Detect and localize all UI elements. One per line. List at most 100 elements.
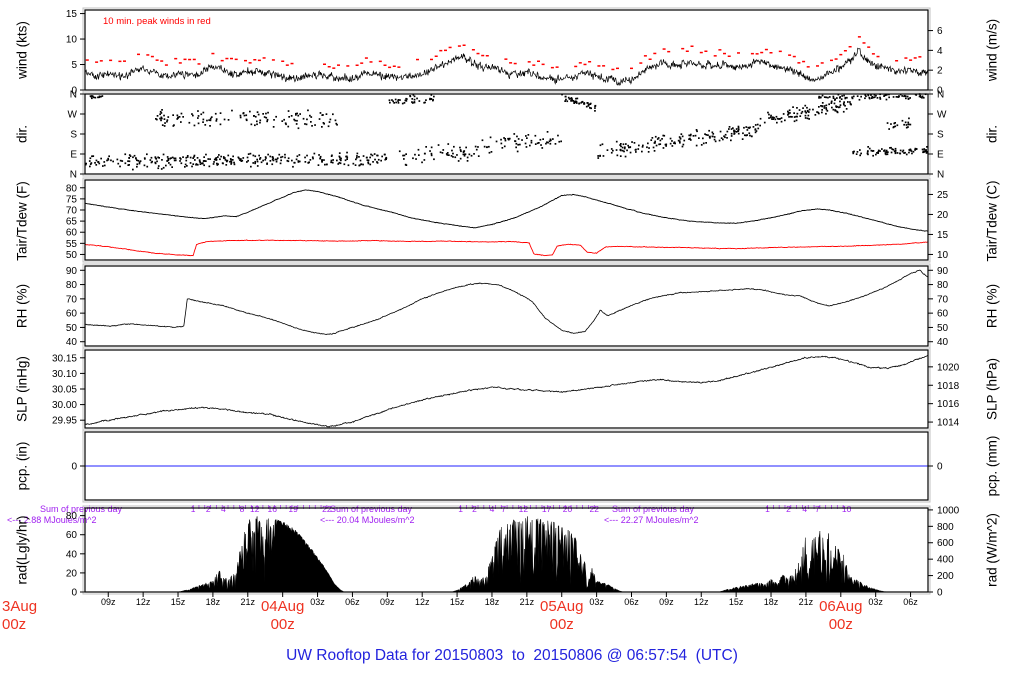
xtick-label: 18z: [764, 597, 779, 607]
wind-peak-legend: 10 min. peak winds in red: [103, 16, 211, 27]
svg-text:1000: 1000: [937, 505, 960, 516]
ylabel-rh-left: RH (%): [14, 283, 30, 329]
svg-text:80: 80: [66, 280, 78, 291]
svg-text:30.15: 30.15: [52, 353, 77, 364]
xtick-label: 09z: [659, 597, 674, 607]
ylabel-dir-left: dir.: [14, 124, 30, 144]
svg-text:N: N: [70, 90, 77, 101]
svg-text:N: N: [937, 170, 944, 181]
xtick-label: 15z: [450, 597, 465, 607]
svg-text:1: 1: [191, 504, 196, 514]
rad-sum-value-1: <--- 20.04 MJoules/m^2: [320, 515, 415, 525]
svg-text:1020: 1020: [937, 362, 960, 373]
svg-text:50: 50: [937, 323, 949, 334]
svg-text:60: 60: [66, 228, 78, 239]
ylabel-wind-left: wind (kts): [14, 21, 30, 79]
svg-text:90: 90: [937, 266, 949, 277]
xtick-label: 06z: [624, 597, 639, 607]
xtick-label: 03z: [310, 597, 325, 607]
svg-text:16: 16: [267, 504, 277, 514]
series-wind_sustained_kts: [84, 47, 929, 87]
svg-text:800: 800: [937, 522, 954, 533]
svg-text:0: 0: [71, 588, 77, 599]
svg-text:600: 600: [937, 538, 954, 549]
svg-text:4: 4: [221, 504, 226, 514]
svg-text:50: 50: [66, 250, 78, 261]
xtick-label: 15z: [729, 597, 744, 607]
svg-text:15: 15: [937, 230, 949, 241]
ylabel-rh-right: RH (%): [984, 283, 1000, 329]
rad-sum-label-2: Sum of previous day: [612, 504, 695, 514]
figure-title: UW Rooftop Data for 20150803 to 20150806…: [286, 647, 738, 664]
svg-text:S: S: [937, 130, 944, 141]
svg-text:29.95: 29.95: [52, 416, 77, 427]
rad-sum-label-1: Sum of previous day: [330, 504, 413, 514]
svg-text:50: 50: [66, 323, 78, 334]
svg-text:40: 40: [66, 549, 78, 560]
svg-text:60: 60: [937, 309, 949, 320]
svg-text:55: 55: [66, 239, 78, 250]
ylabel-wind-right: wind (m/s): [984, 18, 1000, 82]
svg-text:60: 60: [66, 309, 78, 320]
ylabel-slp-left: SLP (inHg): [14, 356, 30, 422]
svg-text:80: 80: [66, 511, 78, 522]
svg-text:N: N: [937, 90, 944, 101]
svg-text:30.05: 30.05: [52, 385, 77, 396]
svg-text:80: 80: [937, 280, 949, 291]
series-Tair_F: [84, 189, 928, 232]
svg-text:8: 8: [240, 504, 245, 514]
svg-text:12: 12: [519, 504, 529, 514]
svg-text:20: 20: [937, 210, 949, 221]
svg-text:22: 22: [590, 504, 600, 514]
svg-text:0: 0: [937, 86, 943, 97]
xtick-label: 18z: [485, 597, 500, 607]
svg-text:1: 1: [765, 504, 770, 514]
svg-text:17: 17: [542, 504, 552, 514]
svg-text:80: 80: [66, 183, 78, 194]
xtick-label: 06z: [345, 597, 360, 607]
svg-text:S: S: [70, 130, 77, 141]
ylabel-temp-left: Tair/Tdew (F): [14, 181, 30, 261]
xtick-label: 21z: [799, 597, 814, 607]
svg-text:6: 6: [937, 26, 943, 37]
svg-text:19: 19: [288, 504, 298, 514]
svg-text:20: 20: [563, 504, 573, 514]
date-label-clipped: 3Aug: [2, 598, 37, 615]
svg-text:2: 2: [937, 66, 943, 77]
svg-text:30.00: 30.00: [52, 400, 77, 411]
svg-text:00z: 00z: [829, 616, 853, 633]
series-RH_pct: [84, 269, 929, 336]
series-Tdew_F: [84, 239, 929, 257]
svg-text:15: 15: [66, 9, 78, 20]
svg-text:400: 400: [937, 555, 954, 566]
svg-text:10: 10: [66, 35, 78, 46]
xtick-label: 15z: [171, 597, 186, 607]
svg-text:60: 60: [66, 530, 78, 541]
svg-text:0: 0: [937, 588, 943, 599]
svg-text:1016: 1016: [937, 399, 960, 410]
ylabel-dir-right: dir.: [984, 124, 1000, 144]
svg-text:1: 1: [458, 504, 463, 514]
series-SLP_inHg: [84, 355, 928, 428]
rad-sum-value-0: <--- 2.88 MJoules/m^2: [7, 515, 97, 525]
svg-text:7: 7: [501, 504, 506, 514]
svg-text:4: 4: [937, 46, 943, 57]
xtick-label: 06z: [903, 597, 918, 607]
svg-text:20: 20: [66, 568, 78, 579]
rad-sum-label-0: Sum of previous day: [40, 504, 123, 514]
svg-text:0: 0: [71, 86, 77, 97]
svg-text:7: 7: [815, 504, 820, 514]
xtick-label: 12z: [415, 597, 430, 607]
svg-text:0: 0: [937, 462, 943, 473]
svg-text:1018: 1018: [937, 381, 960, 392]
date-label: 06Aug: [819, 598, 862, 615]
svg-text:25: 25: [937, 190, 949, 201]
ylabel-pcp-left: pcp. (in): [14, 441, 30, 491]
svg-text:10: 10: [842, 504, 852, 514]
date-label: 05Aug: [540, 598, 583, 615]
